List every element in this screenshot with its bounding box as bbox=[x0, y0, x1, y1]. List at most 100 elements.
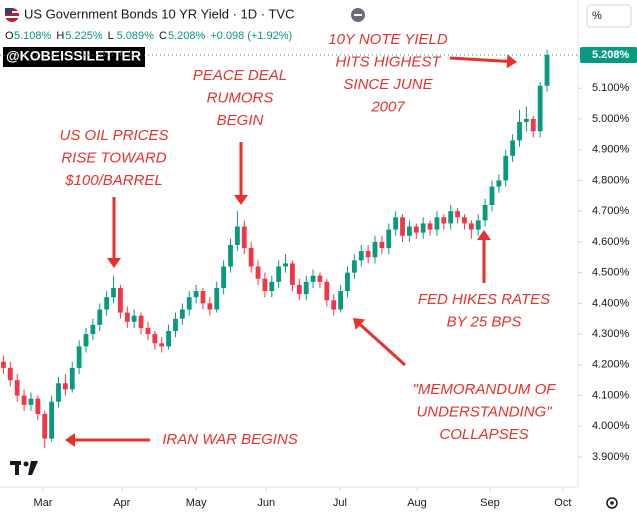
annotation-text: UNDERSTANDING" bbox=[416, 403, 552, 420]
candle-body bbox=[97, 309, 103, 325]
candle-body bbox=[248, 248, 254, 267]
watermark-bg bbox=[3, 47, 145, 67]
annotation-text: 10Y NOTE YIELD bbox=[328, 31, 448, 48]
candle-body bbox=[214, 287, 220, 310]
annotation-text: RUMORS bbox=[207, 89, 274, 106]
candle-body bbox=[173, 318, 178, 332]
y-tick-label: 3.900% bbox=[592, 451, 630, 463]
candle-body bbox=[462, 217, 467, 224]
candle-body bbox=[303, 281, 309, 295]
y-tick-label: 4.900% bbox=[592, 144, 630, 156]
annotation-text: SINCE JUNE bbox=[343, 76, 433, 93]
candle-body bbox=[145, 327, 151, 335]
candle-body bbox=[262, 278, 268, 292]
x-tick-label: Jul bbox=[333, 497, 347, 509]
x-tick-label: Jun bbox=[257, 497, 275, 509]
x-tick-label: May bbox=[186, 497, 207, 509]
candle-body bbox=[537, 85, 543, 132]
annotation-text: "MEMORANDUM OF bbox=[413, 381, 557, 398]
candle-body bbox=[544, 55, 550, 86]
annotation-text: COLLAPSES bbox=[439, 426, 528, 443]
candle-body bbox=[21, 395, 27, 405]
annotation-text: FED HIKES RATES bbox=[418, 291, 550, 308]
legend-key: H bbox=[56, 30, 64, 42]
candle-body bbox=[159, 343, 165, 347]
tv-logo bbox=[10, 461, 38, 475]
scale-button[interactable] bbox=[586, 4, 632, 28]
candle-body bbox=[503, 155, 509, 181]
candle-body bbox=[338, 291, 344, 310]
x-tick-label: Mar bbox=[34, 497, 53, 509]
annotation-text: $100/BARREL bbox=[64, 172, 163, 189]
candle-body bbox=[166, 331, 171, 347]
candle-body bbox=[28, 398, 34, 405]
annotation-text: HITS HIGHEST bbox=[335, 53, 442, 70]
watermark: @KOBEISSILETTER bbox=[6, 48, 141, 64]
candle-body bbox=[523, 118, 529, 123]
candle-body bbox=[1, 361, 6, 368]
candle-body bbox=[83, 334, 89, 347]
candle-body bbox=[290, 263, 295, 285]
candle-body bbox=[407, 226, 412, 236]
annotation-text: PEACE DEAL bbox=[193, 67, 287, 84]
collapse-icon bbox=[354, 14, 362, 16]
candle-body bbox=[186, 297, 192, 310]
annotation-arrow bbox=[234, 142, 248, 205]
annotation-arrow bbox=[449, 54, 517, 69]
candle-body bbox=[207, 303, 213, 310]
candle-body bbox=[496, 180, 502, 187]
legend-change: +0.098 (+1.92%) bbox=[210, 30, 292, 42]
candle-body bbox=[14, 380, 20, 396]
candle-body bbox=[7, 367, 13, 381]
legend-value: 5.225% bbox=[65, 30, 103, 42]
candle-body bbox=[372, 241, 378, 258]
candle-body bbox=[310, 275, 316, 282]
legend-key: L bbox=[108, 30, 114, 42]
candle-body bbox=[427, 223, 433, 230]
candle-body bbox=[104, 297, 110, 310]
candle-body bbox=[56, 383, 61, 402]
candle-body bbox=[42, 414, 48, 439]
candle-body bbox=[345, 272, 350, 292]
chart-title: US Government Bonds 10 YR Yield · 1D · T… bbox=[24, 6, 294, 21]
candle-body bbox=[530, 118, 536, 132]
candle-body bbox=[118, 287, 123, 313]
y-tick-label: 4.300% bbox=[592, 328, 630, 340]
candle-body bbox=[365, 251, 371, 258]
candle-body bbox=[296, 284, 302, 295]
x-tick-label: Sep bbox=[480, 497, 500, 509]
settings-icon[interactable] bbox=[606, 497, 618, 509]
candle-body bbox=[455, 211, 460, 218]
annotation-text: BEGIN bbox=[217, 112, 264, 129]
candle-body bbox=[138, 315, 144, 328]
y-tick-label: 4.000% bbox=[592, 420, 630, 432]
legend-key: O bbox=[5, 30, 14, 42]
candle-body bbox=[49, 401, 55, 439]
candle-body bbox=[413, 226, 419, 233]
candle-body bbox=[69, 367, 75, 390]
candle-body bbox=[131, 315, 137, 322]
annotation-text: US OIL PRICES bbox=[60, 127, 169, 144]
candle-body bbox=[152, 334, 158, 344]
candle-body bbox=[510, 140, 516, 156]
y-tick-label: 4.500% bbox=[592, 267, 630, 279]
candle-body bbox=[35, 398, 41, 415]
candle-body bbox=[111, 287, 116, 298]
last-price-box bbox=[580, 47, 637, 64]
candle-body bbox=[221, 266, 227, 288]
annotation-arrow bbox=[477, 230, 491, 283]
candle-body bbox=[62, 383, 68, 390]
candle-body bbox=[200, 291, 206, 304]
y-tick-label: 5.000% bbox=[592, 113, 630, 125]
y-tick-label: 4.200% bbox=[592, 359, 630, 371]
candle-body bbox=[90, 324, 96, 335]
candle-body bbox=[234, 226, 240, 245]
y-tick-label: 4.700% bbox=[592, 205, 630, 217]
x-tick-label: Apr bbox=[113, 497, 130, 509]
candle-body bbox=[124, 312, 130, 322]
candle-body bbox=[393, 217, 399, 230]
legend-key: C bbox=[159, 30, 167, 42]
arrow-head bbox=[234, 195, 248, 205]
annotation-text: RISE TOWARD bbox=[61, 149, 166, 166]
